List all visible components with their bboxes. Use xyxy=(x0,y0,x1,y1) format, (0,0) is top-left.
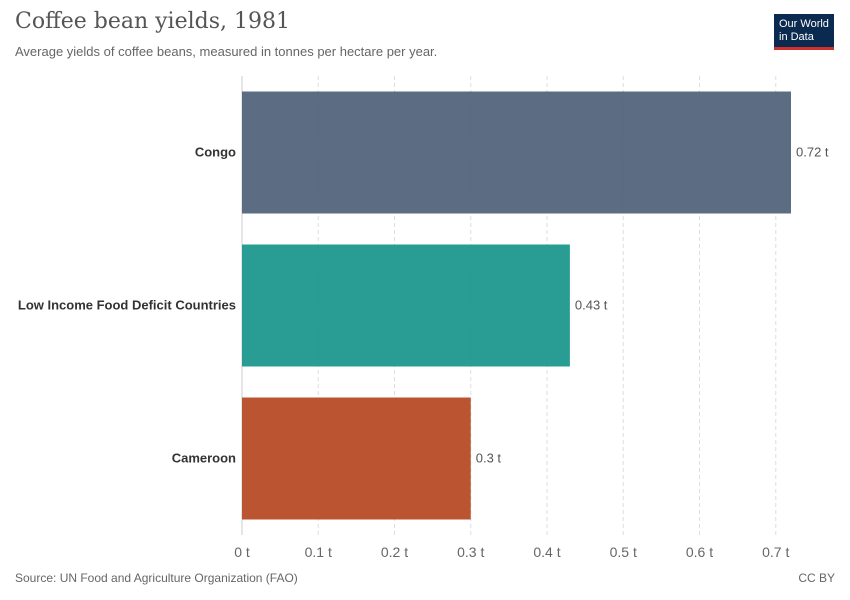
value-label: 0.3 t xyxy=(476,451,502,466)
x-tick-label: 0.7 t xyxy=(762,544,789,560)
bar[interactable] xyxy=(242,397,471,520)
value-label: 0.43 t xyxy=(575,298,608,313)
logo-line-2: in Data xyxy=(779,31,814,43)
bar[interactable] xyxy=(242,244,570,367)
x-tick-label: 0 t xyxy=(234,544,250,560)
category-label: Cameroon xyxy=(172,451,236,466)
bars xyxy=(242,91,791,520)
source-note[interactable]: Source: UN Food and Agriculture Organiza… xyxy=(15,571,298,585)
chart-subtitle: Average yields of coffee beans, measured… xyxy=(15,44,438,59)
logo-line-1: Our World xyxy=(779,18,829,30)
category-label: Congo xyxy=(195,145,236,160)
labels: 0 t 0.1 t 0.2 t 0.3 t 0.4 t 0.5 t 0.6 t 0.7 t Co… xyxy=(18,145,829,561)
x-tick-label: 0.4 t xyxy=(533,544,560,560)
category-label: Low Income Food Deficit Countries xyxy=(18,298,236,313)
license-link[interactable]: CC BY xyxy=(798,571,835,585)
bar[interactable] xyxy=(242,91,791,214)
x-tick-label: 0.2 t xyxy=(381,544,408,560)
owid-logo[interactable]: Our World in Data xyxy=(774,14,834,50)
x-tick-label: 0.6 t xyxy=(686,544,713,560)
x-tick-label: 0.5 t xyxy=(610,544,637,560)
chart-title: Coffee bean yields, 1981 xyxy=(15,9,290,34)
x-tick-label: 0.3 t xyxy=(457,544,484,560)
x-tick-label: 0.1 t xyxy=(305,544,332,560)
value-label: 0.72 t xyxy=(796,145,829,160)
